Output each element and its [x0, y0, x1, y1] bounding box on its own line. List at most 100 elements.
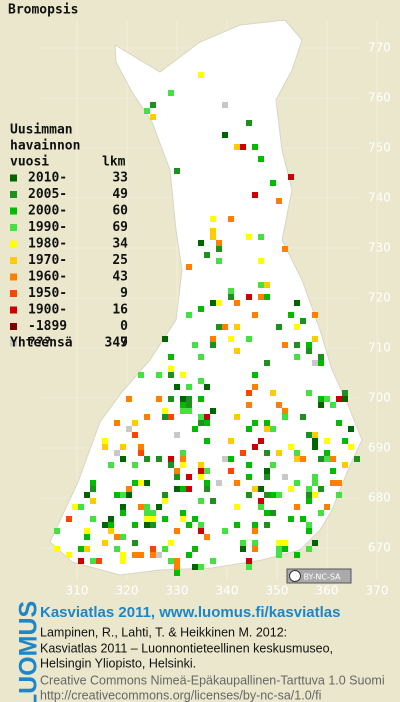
- observation-square: [174, 384, 180, 390]
- observation-square: [246, 564, 252, 570]
- observation-square: [150, 114, 156, 120]
- observation-square: [162, 414, 168, 420]
- observation-square: [270, 492, 276, 498]
- observation-square: [312, 474, 318, 480]
- observation-square: [342, 390, 348, 396]
- observation-square: [210, 300, 216, 306]
- observation-square: [324, 438, 330, 444]
- observation-square: [306, 390, 312, 396]
- observation-square: [168, 462, 174, 468]
- observation-square: [168, 396, 174, 402]
- observation-square: [198, 420, 204, 426]
- observation-square: [198, 462, 204, 468]
- observation-square: [204, 252, 210, 258]
- observation-square: [84, 528, 90, 534]
- observation-square: [114, 534, 120, 540]
- legend-label: 2000-: [28, 204, 67, 219]
- observation-square: [174, 558, 180, 564]
- observation-square: [180, 516, 186, 522]
- observation-square: [264, 282, 270, 288]
- observation-square: [258, 504, 264, 510]
- observation-square: [168, 558, 174, 564]
- observation-square: [120, 456, 126, 462]
- observation-square: [138, 504, 144, 510]
- legend-heading: vuosi: [10, 155, 49, 170]
- legend-label: 1950-: [28, 286, 67, 301]
- logo: LUOMUS: [15, 601, 43, 702]
- observation-square: [186, 552, 192, 558]
- observation-square: [210, 228, 216, 234]
- observation-square: [258, 258, 264, 264]
- observation-square: [174, 564, 180, 570]
- observation-square: [210, 342, 216, 348]
- observation-square: [300, 516, 306, 522]
- legend-swatch: [10, 290, 17, 297]
- north-label: 770: [368, 41, 391, 55]
- observation-square: [312, 438, 318, 444]
- observation-square: [210, 336, 216, 342]
- legend-label: 1900-: [28, 303, 67, 318]
- observation-square: [270, 426, 276, 432]
- observation-square: [246, 426, 252, 432]
- observation-square: [204, 486, 210, 492]
- license-link[interactable]: http://creativecommons.org/licenses/by-n…: [40, 688, 321, 702]
- north-label: 700: [368, 391, 391, 405]
- observation-square: [306, 546, 312, 552]
- observation-square: [210, 558, 216, 564]
- observation-square: [144, 108, 150, 114]
- observation-square: [210, 408, 216, 414]
- observation-square: [198, 306, 204, 312]
- observation-square: [108, 528, 114, 534]
- observation-square: [138, 450, 144, 456]
- observation-square: [312, 480, 318, 486]
- observation-square: [186, 312, 192, 318]
- observation-square: [228, 456, 234, 462]
- observation-square: [342, 396, 348, 402]
- observation-square: [168, 354, 174, 360]
- legend-count: 33: [112, 171, 128, 186]
- badge-box: [286, 568, 352, 584]
- observation-square: [288, 516, 294, 522]
- observation-square: [318, 486, 324, 492]
- observation-square: [168, 90, 174, 96]
- observation-square: [330, 456, 336, 462]
- observation-square: [288, 174, 294, 180]
- observation-square: [330, 402, 336, 408]
- north-label: 720: [368, 291, 391, 305]
- observation-square: [144, 414, 150, 420]
- observation-square: [252, 486, 258, 492]
- observation-square: [210, 216, 216, 222]
- observation-square: [108, 516, 114, 522]
- observation-square: [312, 540, 318, 546]
- observation-square: [348, 426, 354, 432]
- observation-square: [144, 456, 150, 462]
- observation-square: [108, 462, 114, 468]
- observation-square: [174, 168, 180, 174]
- observation-square: [264, 426, 270, 432]
- observation-square: [252, 546, 258, 552]
- legend-label: -1899: [28, 319, 67, 334]
- observation-square: [234, 522, 240, 528]
- observation-square: [54, 546, 60, 552]
- observation-square: [246, 294, 252, 300]
- observation-square: [318, 354, 324, 360]
- east-label: 370: [366, 584, 389, 598]
- observation-square: [150, 546, 156, 552]
- legend-count: 60: [112, 204, 128, 219]
- observation-square: [276, 402, 282, 408]
- observation-square: [354, 456, 360, 462]
- legend-swatch: [10, 174, 17, 182]
- observation-square: [228, 438, 234, 444]
- observation-square: [330, 468, 336, 474]
- east-label: 330: [166, 584, 189, 598]
- legend-swatch: [10, 207, 17, 215]
- site-link[interactable]: Kasviatlas 2011, www.luomus.fi/kasviatla…: [40, 604, 340, 621]
- observation-square: [282, 474, 288, 480]
- observation-square: [318, 456, 324, 462]
- observation-square: [264, 492, 270, 498]
- observation-square: [198, 564, 204, 570]
- observation-square: [282, 246, 288, 252]
- observation-square: [294, 354, 300, 360]
- observation-square: [102, 522, 108, 528]
